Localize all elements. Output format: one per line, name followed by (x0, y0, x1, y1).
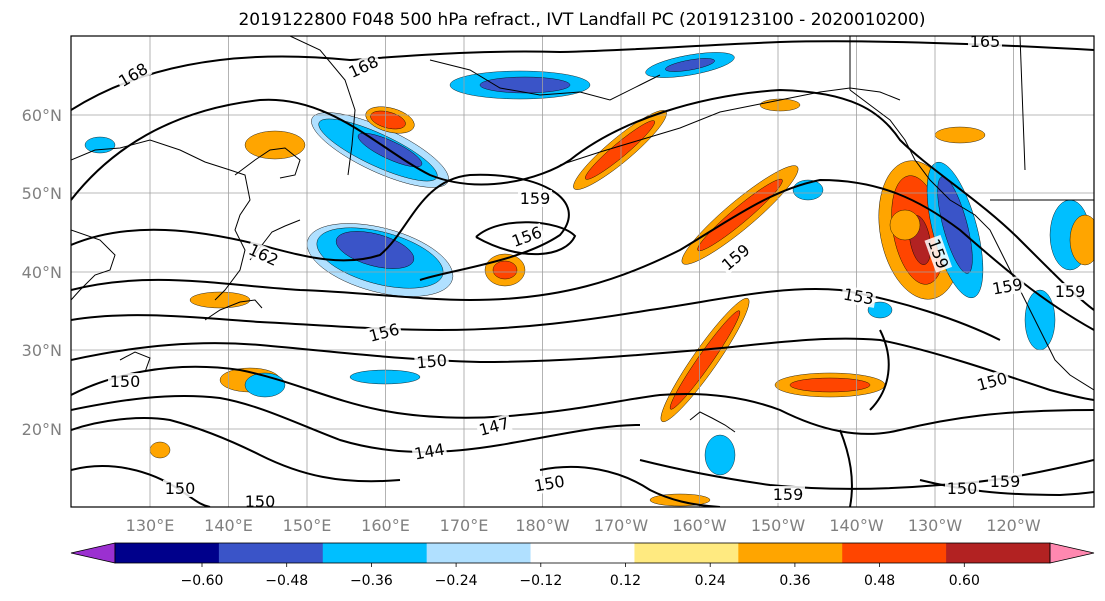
contour-label: 159 (773, 485, 804, 504)
contour-label: 150 (947, 479, 978, 498)
colorbar: −0.60 −0.48 −0.36 −0.24 −0.12 0.12 0.24 0.36 0.4… (70, 542, 1095, 589)
colorbar-segment (426, 543, 532, 563)
anomaly-region (665, 58, 715, 72)
height-contours (71, 40, 1094, 507)
anomaly-region (1024, 289, 1056, 351)
colorbar-segment (322, 543, 428, 563)
lon-label: 140°W (829, 516, 884, 535)
plot-title: 2019122800 F048 500 hPa refract., IVT La… (238, 10, 925, 30)
map-frame (70, 35, 1095, 508)
lon-label: 130°W (908, 516, 963, 535)
colorbar-segment (946, 543, 1051, 563)
colorbar-segment (218, 543, 324, 563)
contour-label: 150 (110, 372, 141, 391)
lon-label: 150°E (283, 516, 332, 535)
colorbar-tick-label: 0.36 (779, 573, 810, 589)
anomaly-region (697, 178, 783, 252)
graticule (71, 36, 1094, 507)
contour-label: 159 (990, 472, 1021, 491)
contour-label: 150 (245, 492, 276, 511)
anomaly-region (789, 377, 871, 393)
colorbar-segment (115, 543, 220, 563)
lat-label: 20°N (22, 420, 62, 439)
anomaly-region (704, 434, 736, 476)
colorbar-extend-low (70, 542, 116, 564)
lon-label: 180°W (515, 516, 570, 535)
colorbar-tick-label: 0.60 (949, 573, 980, 589)
lat-label: 40°N (22, 263, 62, 282)
lon-label: 130°E (126, 516, 175, 535)
lon-label: 160°E (361, 516, 410, 535)
anomaly-region (479, 76, 571, 94)
colorbar-segment (634, 543, 739, 563)
colorbar-tick-label: 0.12 (610, 573, 641, 589)
lat-label: 60°N (22, 106, 62, 125)
lon-label: 170°W (594, 516, 649, 535)
colorbar-extend-high (1049, 542, 1095, 564)
anomaly-region (889, 209, 921, 241)
contour-label: 159 (1055, 282, 1086, 301)
colorbar-tick-label: −0.24 (435, 573, 478, 589)
anomaly-region (149, 441, 171, 459)
colorbar-tick-label: 0.48 (864, 573, 895, 589)
longitude-labels: 130°E 140°E 150°E 160°E 170°E 180°W 170°W 160°W… (126, 516, 1041, 535)
anomaly-region (492, 260, 518, 280)
lon-label: 160°W (672, 516, 727, 535)
anomaly-region (349, 369, 421, 385)
colorbar-tick-label: −0.36 (350, 573, 393, 589)
colorbar-segment (842, 543, 947, 563)
lon-label: 170°E (440, 516, 489, 535)
latitude-labels: 60°N 50°N 40°N 30°N 20°N (22, 106, 62, 439)
contour-label: 165 (970, 32, 1001, 51)
contour-label: 150 (165, 479, 196, 498)
lon-label: 140°E (204, 516, 253, 535)
contour-label: 150 (416, 351, 448, 373)
colorbar-tick-label: −0.60 (181, 573, 224, 589)
colorbar-segment (738, 543, 843, 563)
colorbar-tick-label: −0.48 (265, 573, 308, 589)
anomaly-region (1069, 214, 1094, 266)
lon-label: 150°W (751, 516, 806, 535)
anomaly-region (934, 126, 986, 144)
anomaly-region (84, 136, 116, 154)
contour-label: 159 (520, 189, 551, 208)
anomaly-region (759, 98, 801, 112)
lat-label: 50°N (22, 184, 62, 203)
colorbar-tick-label: 0.24 (695, 573, 726, 589)
lat-label: 30°N (22, 341, 62, 360)
lon-label: 120°W (986, 516, 1041, 535)
anomaly-region (244, 130, 306, 160)
colorbar-tick-label: −0.12 (519, 573, 562, 589)
anomaly-region (585, 120, 655, 180)
colorbar-segment (530, 543, 635, 563)
anomaly-region (937, 176, 973, 274)
